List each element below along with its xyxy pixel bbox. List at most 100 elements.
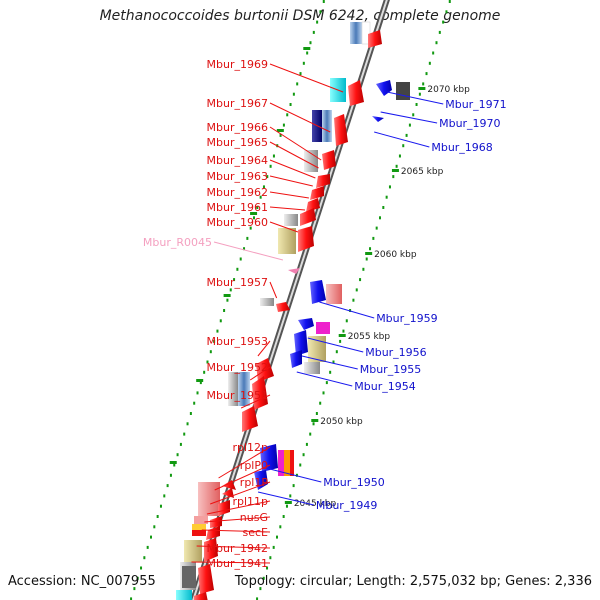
tick-dot [189, 412, 192, 415]
leader-line [269, 102, 331, 133]
leader-line [206, 500, 271, 515]
tick-dot [408, 123, 411, 127]
kbp-tick [365, 252, 373, 255]
gene-arrow-forward [206, 526, 220, 540]
tick-dot [359, 278, 362, 282]
tick-dot [140, 566, 143, 570]
tick-dot [415, 103, 418, 106]
tick-dot [286, 113, 289, 117]
label-leaders [191, 63, 444, 564]
tick-dot [259, 195, 262, 199]
tick-dot [213, 339, 216, 343]
gene-block [322, 110, 332, 142]
gene-label-left: secE [243, 526, 269, 539]
tick-dot [146, 545, 149, 549]
kbp-tick [418, 87, 426, 90]
leader-line [386, 91, 444, 105]
gene-label-left: Mbur_1957 [207, 276, 268, 289]
gene-block [198, 482, 220, 516]
gene-arrow-forward [242, 406, 258, 432]
tick-dot [339, 339, 342, 343]
tick-dot [199, 381, 202, 385]
gene-labels: Mbur_1969 Mbur_1967 Mbur_1966 Mbur_1965 Mbur… [143, 58, 507, 570]
gene-label-left: Mbur_1965 [207, 136, 268, 149]
tick-dot [369, 247, 372, 251]
kbp-label: 2065 kbp [401, 167, 444, 177]
tick-dot [223, 309, 226, 312]
gene-arrow-forward [334, 114, 348, 146]
leader-line [319, 301, 375, 319]
gene-block [260, 298, 274, 306]
tick-dot [292, 484, 295, 488]
gene-label-left: Mbur_1967 [207, 97, 268, 110]
tick-dot [388, 185, 391, 189]
tick-dot [179, 442, 182, 446]
leader-line [269, 206, 306, 211]
kbp-tick [303, 47, 311, 50]
kbp-tick [223, 294, 231, 297]
gene-arrow-forward [210, 516, 222, 528]
gene-arrow-reverse [294, 330, 308, 356]
tick-dot [299, 463, 302, 467]
tick-dot [302, 61, 305, 65]
tick-dot [236, 267, 239, 271]
gene-label-left: Mbur_1953 [207, 335, 268, 348]
gene-block [326, 284, 342, 304]
leader-line [240, 394, 271, 409]
leader-line [269, 175, 313, 187]
leader-line [191, 561, 271, 564]
gene-arrow-forward [322, 150, 336, 170]
gene-label-left: rpl12p [232, 441, 268, 454]
tick-dot [365, 257, 368, 261]
map-title: Methanococcoides burtonii DSM 6242, comp… [99, 8, 501, 24]
tick-dot [156, 515, 159, 518]
gene-label-left: Mbur_1952 [207, 361, 268, 374]
kbp-tick [284, 501, 292, 504]
tick-dot [186, 422, 189, 426]
tick-dot [150, 535, 152, 539]
tick-dot [282, 123, 285, 127]
tick-dot [322, 391, 325, 395]
gene-block [278, 450, 284, 476]
tick-dot [372, 236, 375, 240]
gene-block [304, 362, 320, 374]
tick-dot [422, 82, 425, 86]
tick-dot [309, 432, 312, 436]
gene-arrow-forward [316, 174, 330, 188]
gene-label-left: Mbur_1951 [207, 389, 268, 402]
kbp-label: 2055 kbp [348, 332, 391, 342]
leader-line [307, 337, 364, 353]
tick-dot [332, 360, 335, 364]
gene-label-right: Mbur_1959 [376, 312, 437, 325]
gene-label-left: Mbur_1961 [207, 201, 268, 214]
gene-arrow-forward [300, 208, 316, 226]
tick-dot [435, 41, 438, 45]
gene-arrow-reverse [298, 318, 314, 330]
tick-dot [438, 30, 441, 34]
tick-dot [233, 278, 236, 282]
tick-dot [382, 206, 385, 209]
gene-block [194, 516, 208, 524]
tick-dot [219, 319, 222, 323]
tick-dot [289, 494, 292, 498]
tick-dot [133, 587, 136, 591]
gene-arrow-reverse [376, 80, 392, 96]
kbp-tick [250, 212, 258, 215]
tick-dot [256, 206, 259, 209]
gene-block [176, 590, 192, 600]
tick-dot [309, 41, 312, 45]
gene-label-left: Mbur_1962 [207, 186, 268, 199]
tick-dot [312, 422, 315, 426]
tick-dot [243, 247, 246, 251]
tick-dot [216, 329, 219, 333]
topology-text: Topology: circular; Length: 2,575,032 bp… [234, 574, 592, 589]
gene-features [176, 21, 410, 600]
tick-dot [272, 545, 275, 549]
gene-block [350, 22, 362, 44]
tick-dot [266, 566, 269, 570]
gene-block [238, 372, 250, 406]
tick-dot [229, 288, 232, 292]
gene-label-left: Mbur_1969 [207, 58, 268, 71]
tick-dot [375, 226, 378, 230]
tick-dot [316, 20, 319, 24]
